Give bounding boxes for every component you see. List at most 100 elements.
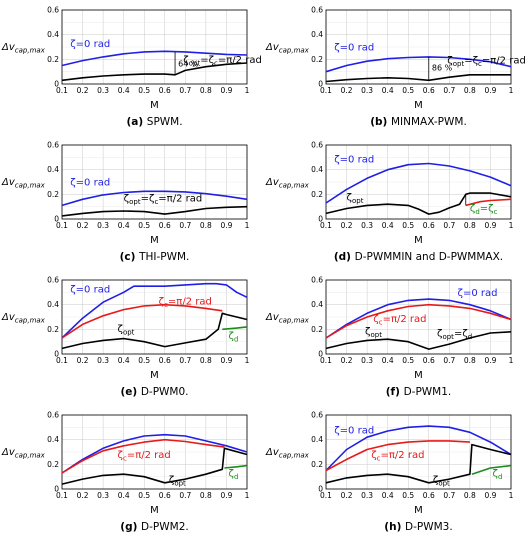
x-tick-label: 0.1	[320, 356, 332, 365]
x-tick-label: 0.7	[179, 491, 191, 500]
curve-annotation: ζopt	[347, 193, 364, 206]
series-line-green	[222, 326, 248, 331]
y-tick-label: 0	[318, 215, 323, 224]
x-tick-label: 0.1	[320, 221, 332, 230]
x-tick-label: 0.2	[77, 491, 89, 500]
series-line-blue	[325, 162, 512, 204]
x-tick-label: 0.7	[179, 86, 191, 95]
x-tick-label: 0.3	[97, 356, 109, 365]
series-line-black	[61, 312, 248, 350]
y-axis-label: Δvcap,max	[265, 447, 310, 460]
x-tick-label: 0.5	[138, 356, 150, 365]
x-tick-label: 0.4	[382, 356, 394, 365]
series-line-blue	[61, 282, 248, 339]
y-tick-label: 0.4	[311, 435, 323, 444]
plot-frame	[61, 144, 248, 220]
plot-frame	[325, 414, 512, 490]
x-tick-label: 1	[509, 221, 514, 230]
subplot-caption: (b) MINMAX-PWM.	[370, 116, 467, 128]
x-axis-label: M	[414, 505, 423, 516]
curve-annotation: ζ=0 rad	[334, 426, 374, 437]
x-tick-label: 0.4	[118, 356, 130, 365]
y-tick-label: 0	[54, 350, 59, 359]
x-axis-label: M	[414, 235, 423, 246]
series-line-black	[61, 447, 248, 485]
series-line-black	[325, 331, 512, 350]
x-tick-label: 1	[245, 86, 250, 95]
subplot-caption: (h) D-PWM3.	[384, 521, 452, 533]
y-tick-label: 0.2	[47, 325, 59, 334]
x-tick-label: 0.4	[382, 86, 394, 95]
x-tick-label: 0.2	[341, 221, 353, 230]
subplot-caption: (c) THI-PWM.	[120, 251, 190, 263]
curve-annotation: ζ=0 rad	[70, 39, 110, 50]
y-tick-label: 0.4	[311, 165, 323, 174]
x-tick-label: 0.5	[138, 491, 150, 500]
y-tick-label: 0	[54, 215, 59, 224]
subplot-caption: (f) D-PWM1.	[386, 386, 452, 398]
y-tick-label: 0.4	[311, 30, 323, 39]
x-tick-label: 0.2	[77, 356, 89, 365]
x-tick-label: 0.9	[220, 491, 232, 500]
series-line-black	[325, 192, 512, 215]
curve-annotation: ζ=0 rad	[70, 178, 110, 189]
subplot-d: 0.1 0.2 0.3 0.4 0.5 0.6 0.7 0.8 0.9 1 0 0.2 0.4 0.6 ζ=…	[265, 141, 514, 264]
curve-annotation: ζopt	[169, 475, 186, 488]
x-tick-label: 0.7	[443, 356, 455, 365]
y-tick-label: 0.6	[47, 6, 59, 15]
y-tick-label: 0.2	[311, 325, 323, 334]
x-tick-label: 0.9	[484, 356, 496, 365]
x-tick-label: 0.4	[118, 491, 130, 500]
plot-frame	[325, 9, 512, 85]
x-tick-label: 1	[245, 491, 250, 500]
x-tick-label: 0.3	[97, 491, 109, 500]
y-tick-label: 0.6	[311, 411, 323, 420]
curve-annotation: 86 %	[432, 63, 453, 72]
plot-frame	[61, 9, 248, 85]
x-tick-label: 0.6	[159, 221, 171, 230]
series-line-blue	[325, 425, 512, 472]
curve-annotation: ζc=π/2 rad	[159, 297, 212, 310]
plot-frame	[325, 279, 512, 355]
x-tick-label: 0.9	[220, 356, 232, 365]
series-line-blue	[61, 433, 248, 474]
x-tick-label: 0.4	[382, 491, 394, 500]
x-tick-label: 0.2	[341, 356, 353, 365]
y-tick-label: 0.4	[47, 435, 59, 444]
x-tick-label: 0.5	[402, 221, 414, 230]
x-tick-label: 0.3	[361, 221, 373, 230]
series-line-black	[325, 443, 512, 484]
y-axis-label: Δvcap,max	[265, 312, 310, 325]
subplot-caption: (e) D-PWM0.	[120, 386, 188, 398]
subplot-b: 0.1 0.2 0.3 0.4 0.5 0.6 0.7 0.8 0.9 1 0 0.2 0.4 0.6 ζ=…	[265, 6, 526, 129]
x-tick-label: 0.9	[220, 86, 232, 95]
x-tick-label: 0.8	[464, 86, 476, 95]
y-tick-label: 0.2	[311, 190, 323, 199]
x-tick-label: 0.3	[97, 86, 109, 95]
y-axis-label: Δvcap,max	[1, 177, 46, 190]
x-tick-label: 0.3	[97, 221, 109, 230]
curve-annotation: ζd	[229, 331, 239, 344]
subplot-a: 0.1 0.2 0.3 0.4 0.5 0.6 0.7 0.8 0.9 1 0 0.2 0.4 0.6 ζ=…	[1, 6, 262, 129]
x-tick-label: 0.6	[159, 491, 171, 500]
curve-annotation: ζopt	[365, 326, 382, 339]
curve-annotation: ζc=π/2 rad	[371, 450, 424, 463]
curve-annotation: ζ=0 rad	[70, 284, 110, 295]
x-tick-label: 0.8	[200, 356, 212, 365]
y-axis-label: Δvcap,max	[265, 42, 310, 55]
y-tick-label: 0	[318, 350, 323, 359]
curve-annotation: ζopt=ζd	[437, 329, 472, 342]
subplot-g: 0.1 0.2 0.3 0.4 0.5 0.6 0.7 0.8 0.9 1 0 0.2 0.4 0.6 ζc…	[1, 411, 250, 534]
y-axis-label: Δvcap,max	[1, 42, 46, 55]
x-tick-label: 0.6	[159, 86, 171, 95]
y-tick-label: 0	[54, 485, 59, 494]
curve-annotation: ζd	[229, 469, 239, 482]
x-axis-label: M	[414, 100, 423, 111]
x-tick-label: 0.5	[402, 356, 414, 365]
x-tick-label: 0.6	[423, 356, 435, 365]
x-tick-label: 0.1	[320, 86, 332, 95]
y-axis-label: Δvcap,max	[1, 447, 46, 460]
subplot-caption: (g) D-PWM2.	[120, 521, 188, 533]
x-tick-label: 1	[509, 356, 514, 365]
